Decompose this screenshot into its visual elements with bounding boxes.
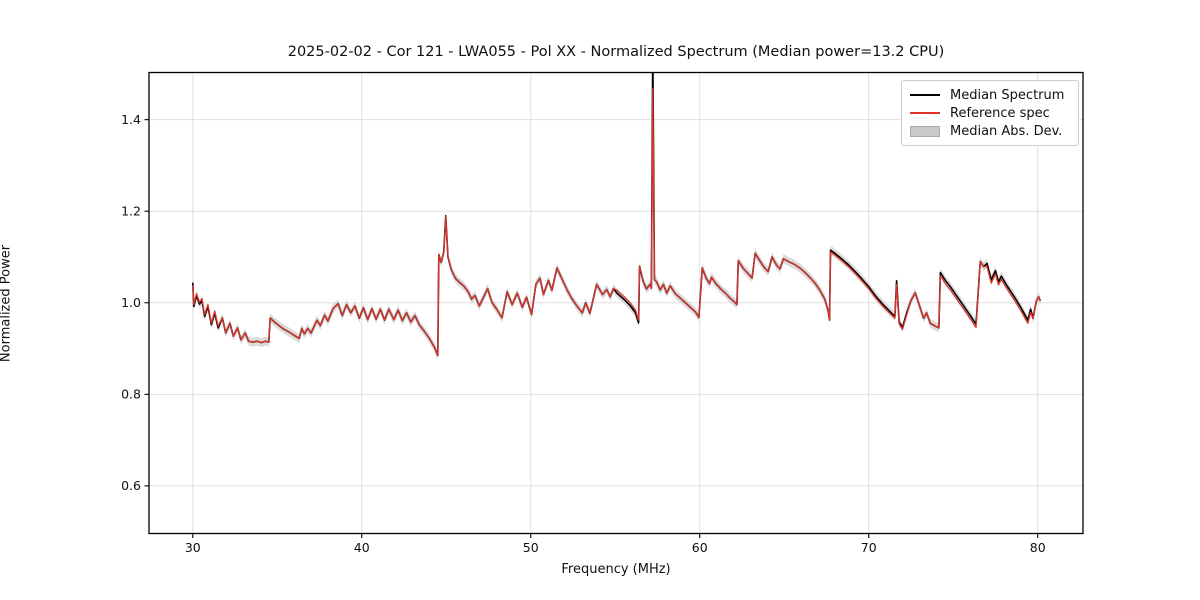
chart-title: 2025-02-02 - Cor 121 - LWA055 - Pol XX -… (287, 44, 945, 60)
y-tick-label: 1.4 (121, 112, 141, 127)
legend-entry-median-spectrum: Median Spectrum (910, 86, 1070, 104)
x-axis-label: Frequency (MHz) (561, 562, 671, 577)
gridlines (149, 72, 1083, 534)
legend-label: Median Spectrum (950, 87, 1065, 103)
spectrum-curves (191, 72, 1042, 360)
x-tick-label: 80 (1030, 540, 1046, 555)
y-tick-label: 0.6 (121, 478, 141, 493)
legend-label: Median Abs. Dev. (950, 123, 1063, 139)
y-tick-label: 0.8 (121, 387, 141, 402)
plot-spines (148, 71, 1084, 535)
y-axis-label: Normalized Power (0, 244, 14, 363)
legend: Median Spectrum Reference spec Median Ab… (901, 80, 1079, 146)
x-tick-label: 30 (185, 540, 201, 555)
legend-swatch-median-line (910, 94, 940, 96)
reference-spec-line (192, 87, 1042, 357)
y-tick-label: 1.2 (121, 204, 141, 219)
legend-label: Reference spec (950, 105, 1050, 121)
legend-entry-reference-spec: Reference spec (910, 104, 1070, 122)
x-tick-label: 70 (861, 540, 877, 555)
y-tick-label: 1.0 (121, 295, 141, 310)
x-tick-label: 60 (692, 540, 708, 555)
legend-entry-mad-band: Median Abs. Dev. (910, 122, 1070, 140)
x-tick-label: 50 (523, 540, 539, 555)
legend-swatch-mad-patch (910, 125, 940, 137)
legend-swatch-reference-line (910, 112, 940, 114)
x-tick-label: 40 (354, 540, 370, 555)
axis-ticks: 30 40 50 60 70 80 0.6 0.8 1.0 1.2 1.4 (121, 112, 1046, 555)
